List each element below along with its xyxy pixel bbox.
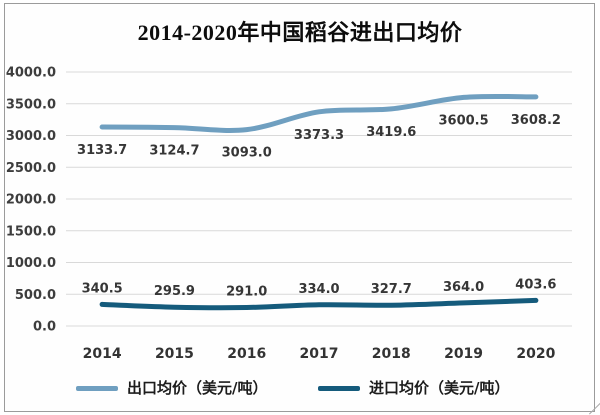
export-price-line (99, 93, 539, 133)
import-price-data-label: 327.7 (371, 282, 412, 297)
legend-item-import: 进口均价（美元/吨） (318, 381, 509, 396)
y-axis-tick-label: 2500.0 (6, 161, 56, 176)
legend-label-import: 进口均价（美元/吨） (369, 379, 510, 397)
y-axis-tick-label: 0.0 (33, 320, 56, 335)
import-price-data-label: 334.0 (298, 282, 339, 297)
export-price-data-label: 3133.7 (77, 143, 127, 158)
y-axis-tick-label: 3500.0 (6, 97, 56, 112)
x-axis-tick-label: 2018 (372, 346, 411, 362)
import-price-line (99, 297, 539, 311)
export-price-data-label: 3093.0 (222, 146, 272, 161)
export-line-swatch-icon (76, 386, 118, 391)
import-line-swatch-icon (318, 386, 360, 391)
y-axis-tick-label: 1000.0 (6, 256, 56, 271)
import-price-data-label: 403.6 (515, 277, 556, 292)
chart-title: 2014-2020年中国稻谷进出口均价 (137, 20, 463, 45)
import-price-data-label: 364.0 (443, 280, 484, 295)
y-axis-tick-label: 4000.0 (6, 66, 56, 81)
export-price-data-label: 3600.5 (438, 113, 488, 128)
x-axis-tick-label: 2015 (155, 346, 194, 362)
x-axis-tick-label: 2014 (83, 346, 122, 362)
export-price-data-label: 3419.6 (366, 125, 416, 140)
chart-frame (4, 3, 595, 412)
import-price-data-label: 295.9 (154, 284, 195, 299)
x-axis-tick-label: 2016 (227, 346, 266, 362)
export-price-data-label: 3373.3 (294, 128, 344, 143)
x-axis-tick-label: 2017 (300, 346, 339, 362)
x-axis-tick-label: 2019 (444, 346, 483, 362)
legend-label-export: 出口均价（美元/吨） (127, 379, 268, 397)
y-axis-tick-label: 3000.0 (6, 129, 56, 144)
y-axis-tick-label: 1500.0 (6, 224, 56, 239)
import-price-data-label: 340.5 (82, 281, 123, 296)
import-price-data-label: 291.0 (226, 285, 267, 300)
export-price-data-label: 3124.7 (149, 144, 199, 159)
x-axis-tick-label: 2020 (516, 346, 555, 362)
export-price-data-label: 3608.2 (511, 113, 561, 128)
y-axis-tick-label: 2000.0 (6, 193, 56, 208)
y-axis-tick-label: 500.0 (15, 288, 56, 303)
legend-item-export: 出口均价（美元/吨） (76, 381, 267, 396)
